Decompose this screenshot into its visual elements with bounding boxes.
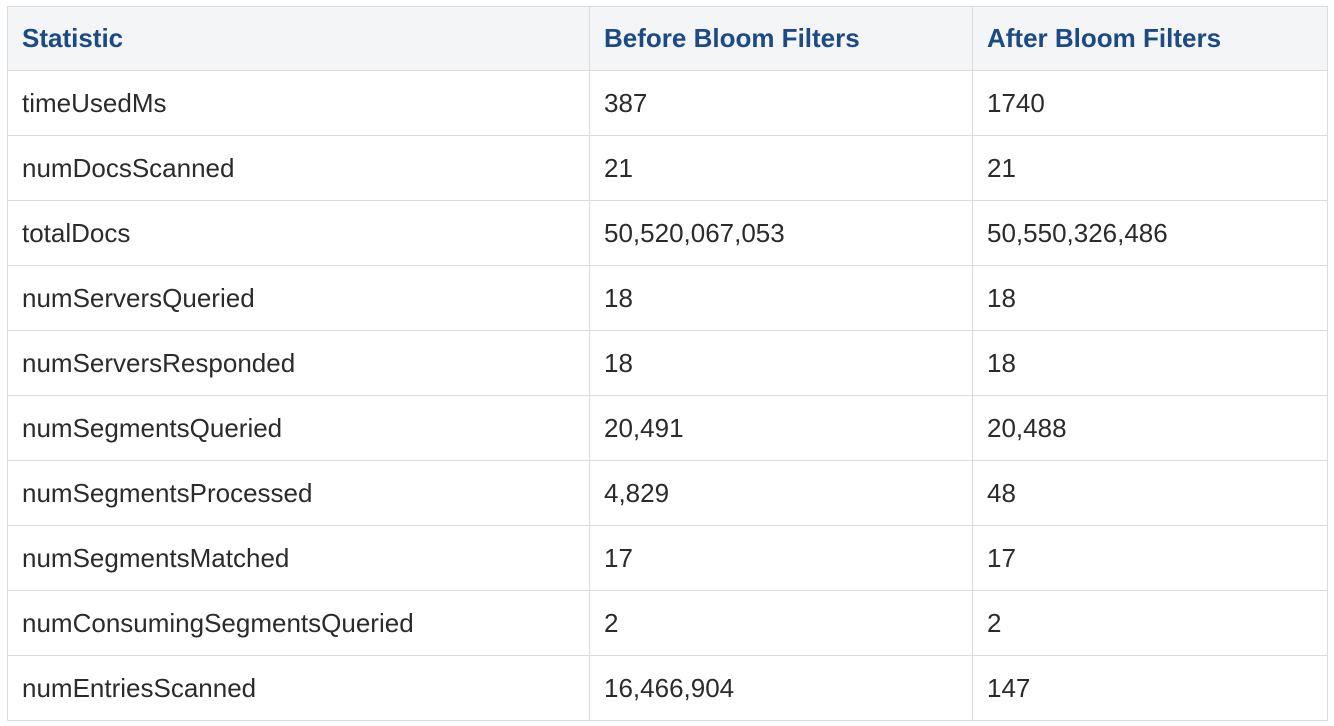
before-value-cell: 20,491 bbox=[589, 395, 973, 461]
after-value-cell: 2 bbox=[972, 590, 1328, 656]
column-header-before-bloom-filters: Before Bloom Filters bbox=[589, 6, 973, 71]
header-row: Statistic Before Bloom Filters After Blo… bbox=[7, 6, 1328, 71]
statistic-cell: numSegmentsMatched bbox=[7, 525, 590, 591]
before-value-cell: 17 bbox=[589, 525, 973, 591]
after-value-cell: 147 bbox=[972, 655, 1328, 721]
after-value-cell: 17 bbox=[972, 525, 1328, 591]
statistic-cell: timeUsedMs bbox=[7, 70, 590, 136]
statistic-cell: numEntriesScanned bbox=[7, 655, 590, 721]
before-value-cell: 387 bbox=[589, 70, 973, 136]
table-body: timeUsedMs 387 1740 numDocsScanned 21 21 total… bbox=[7, 70, 1328, 721]
after-value-cell: 48 bbox=[972, 460, 1328, 526]
statistic-cell: totalDocs bbox=[7, 200, 590, 266]
table-row: numSegmentsProcessed 4,829 48 bbox=[7, 460, 1328, 526]
after-value-cell: 18 bbox=[972, 265, 1328, 331]
table-row: numEntriesScanned 16,466,904 147 bbox=[7, 655, 1328, 721]
table-row: numSegmentsQueried 20,491 20,488 bbox=[7, 395, 1328, 461]
column-header-statistic: Statistic bbox=[7, 6, 590, 71]
table-row: numConsumingSegmentsQueried 2 2 bbox=[7, 590, 1328, 656]
after-value-cell: 1740 bbox=[972, 70, 1328, 136]
table-row: numSegmentsMatched 17 17 bbox=[7, 525, 1328, 591]
after-value-cell: 21 bbox=[972, 135, 1328, 201]
statistic-cell: numServersQueried bbox=[7, 265, 590, 331]
statistics-table: Statistic Before Bloom Filters After Blo… bbox=[7, 6, 1328, 721]
statistic-cell: numConsumingSegmentsQueried bbox=[7, 590, 590, 656]
before-value-cell: 18 bbox=[589, 330, 973, 396]
before-value-cell: 50,520,067,053 bbox=[589, 200, 973, 266]
statistic-cell: numDocsScanned bbox=[7, 135, 590, 201]
table-row: totalDocs 50,520,067,053 50,550,326,486 bbox=[7, 200, 1328, 266]
before-value-cell: 2 bbox=[589, 590, 973, 656]
before-value-cell: 16,466,904 bbox=[589, 655, 973, 721]
table-row: numDocsScanned 21 21 bbox=[7, 135, 1328, 201]
statistic-cell: numServersResponded bbox=[7, 330, 590, 396]
table-row: numServersResponded 18 18 bbox=[7, 330, 1328, 396]
after-value-cell: 20,488 bbox=[972, 395, 1328, 461]
table-header: Statistic Before Bloom Filters After Blo… bbox=[7, 6, 1328, 71]
statistic-cell: numSegmentsProcessed bbox=[7, 460, 590, 526]
column-header-after-bloom-filters: After Bloom Filters bbox=[972, 6, 1328, 71]
statistic-cell: numSegmentsQueried bbox=[7, 395, 590, 461]
before-value-cell: 21 bbox=[589, 135, 973, 201]
after-value-cell: 18 bbox=[972, 330, 1328, 396]
table-row: numServersQueried 18 18 bbox=[7, 265, 1328, 331]
after-value-cell: 50,550,326,486 bbox=[972, 200, 1328, 266]
before-value-cell: 18 bbox=[589, 265, 973, 331]
before-value-cell: 4,829 bbox=[589, 460, 973, 526]
table-row: timeUsedMs 387 1740 bbox=[7, 70, 1328, 136]
